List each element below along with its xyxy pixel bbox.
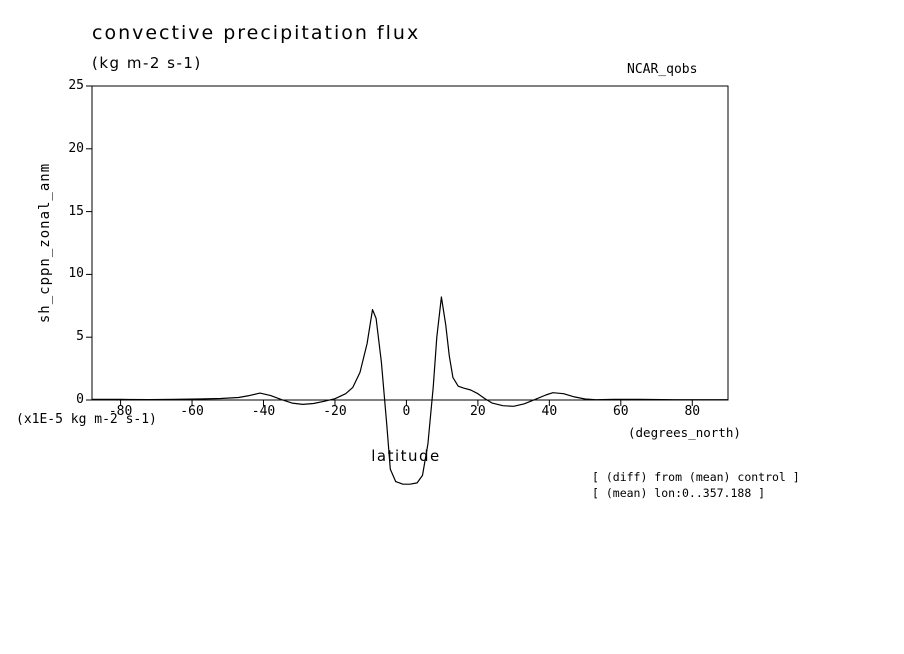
chart-units-label: (kg m-2 s-1) <box>92 54 202 72</box>
y-tick-label: 20 <box>68 140 84 156</box>
y-axis-title: sh_cppn_zonal_anm <box>37 162 53 324</box>
x-tick-label: -80 <box>108 404 133 419</box>
x-axis-units: (degrees_north) <box>628 425 741 440</box>
x-tick-label: -20 <box>323 404 347 419</box>
x-tick-label: -60 <box>180 404 204 419</box>
x-tick-label: -40 <box>251 404 276 419</box>
tick-marks <box>86 85 693 406</box>
y-tick-label: 10 <box>68 266 84 282</box>
x-tick-label: 0 <box>402 404 411 419</box>
x-tick-label: 20 <box>470 404 486 419</box>
annotation-diff: [ (diff) from (mean) control ] <box>592 470 800 484</box>
dataset-label: NCAR_qobs <box>627 62 698 77</box>
x-tick-label: 80 <box>684 404 701 419</box>
y-tick-label: 0 <box>76 392 84 407</box>
y-tick-label: 5 <box>76 329 84 345</box>
y-tick-label: 15 <box>68 203 84 219</box>
y-scale-note: (x1E-5 kg m-2 s-1) <box>16 412 157 427</box>
data-line-series <box>91 296 729 485</box>
annotation-mean: [ (mean) lon:0..357.188 ] <box>592 486 766 500</box>
x-tick-label: 60 <box>612 404 629 419</box>
chart-title: convective precipitation flux <box>92 22 421 44</box>
x-axis-title: latitude <box>371 447 441 465</box>
plot-frame <box>91 85 729 401</box>
x-tick-label: 40 <box>541 404 558 419</box>
y-tick-label: 25 <box>68 78 84 93</box>
